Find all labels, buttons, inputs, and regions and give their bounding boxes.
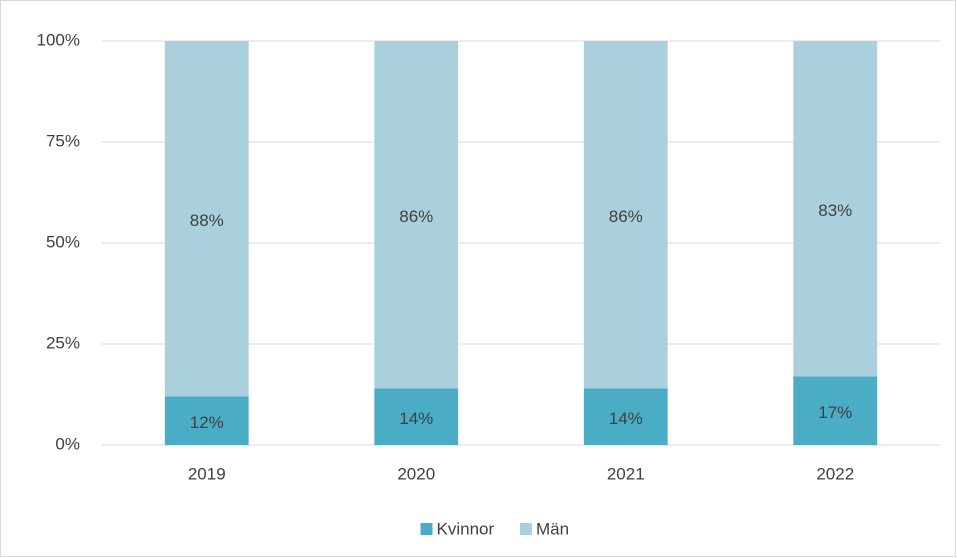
legend-label: Kvinnor xyxy=(437,519,495,538)
bar-segment xyxy=(793,41,878,377)
y-tick-label: 0% xyxy=(55,434,80,453)
x-tick-label: 2021 xyxy=(607,464,645,483)
y-tick-label: 100% xyxy=(37,30,80,49)
data-label: 83% xyxy=(818,201,852,220)
data-label: 17% xyxy=(818,403,852,422)
bar-segment xyxy=(583,388,668,445)
y-tick-label: 75% xyxy=(46,131,80,150)
data-label: 14% xyxy=(399,409,433,428)
bar-segment xyxy=(164,41,249,397)
data-label: 86% xyxy=(609,207,643,226)
data-label: 14% xyxy=(609,409,643,428)
legend-label: Män xyxy=(536,519,569,538)
bar-segment xyxy=(164,396,249,445)
x-tick-label: 2022 xyxy=(816,464,854,483)
bar-segment xyxy=(583,41,668,389)
bar-segment xyxy=(374,41,459,389)
x-tick-label: 2020 xyxy=(397,464,435,483)
bar-segment xyxy=(374,388,459,445)
x-tick-label: 2019 xyxy=(188,464,226,483)
data-label: 12% xyxy=(190,413,224,432)
y-tick-label: 25% xyxy=(46,333,80,352)
legend-swatch xyxy=(520,523,532,535)
data-label: 86% xyxy=(399,207,433,226)
data-label: 88% xyxy=(190,211,224,230)
legend-swatch xyxy=(420,523,433,535)
bar-segment xyxy=(793,376,878,445)
y-tick-label: 50% xyxy=(46,232,80,251)
